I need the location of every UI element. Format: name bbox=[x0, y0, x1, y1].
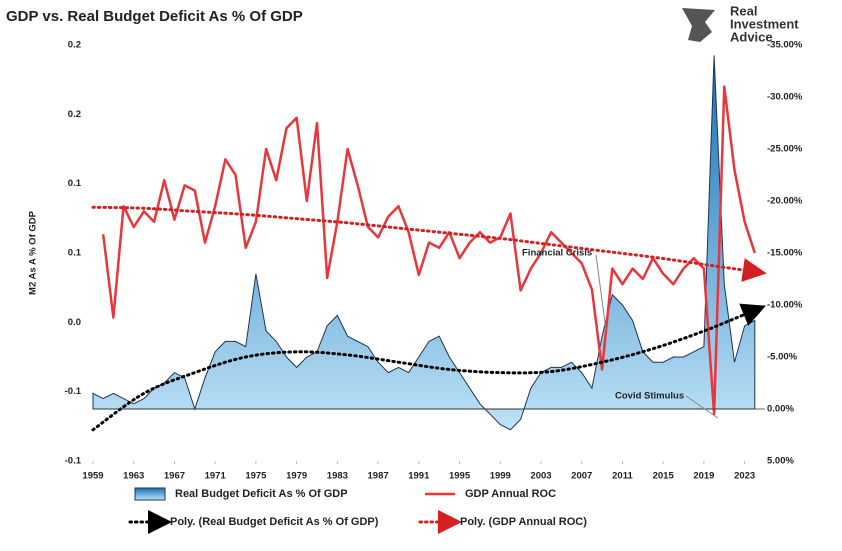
logo-icon bbox=[682, 8, 715, 42]
x-tick-label: 1959 bbox=[82, 471, 103, 482]
y2-tick-label: -20.00% bbox=[767, 196, 803, 207]
trend-line bbox=[91, 303, 766, 432]
annotation-leader bbox=[595, 254, 607, 331]
x-tick-label: 2023 bbox=[734, 471, 755, 482]
x-tick-label: 2019 bbox=[693, 471, 714, 482]
x-tick-label: 1995 bbox=[449, 471, 471, 482]
legend-label: Poly. (Real Budget Deficit As % Of GDP) bbox=[170, 516, 379, 528]
y-tick-label: 0.2 bbox=[68, 40, 81, 51]
y2-tick-label: -35.00% bbox=[767, 40, 803, 51]
x-tick-label: 1979 bbox=[286, 471, 307, 482]
x-tick-label: 2015 bbox=[653, 471, 675, 482]
trend-line bbox=[91, 205, 767, 282]
y2-tick-label: -5.00% bbox=[767, 352, 798, 363]
y-tick-label: 0.0 bbox=[68, 317, 81, 328]
y-tick-label: 0.1 bbox=[68, 178, 82, 189]
y-tick-label: -0.1 bbox=[65, 386, 82, 397]
y2-tick-label: -25.00% bbox=[767, 144, 803, 155]
area bbox=[92, 55, 756, 431]
annotation-leader bbox=[685, 395, 719, 419]
legend-label: Real Budget Deficit As % Of GDP bbox=[175, 488, 348, 500]
legend-swatch bbox=[134, 487, 166, 501]
legend-label: GDP Annual ROC bbox=[465, 488, 556, 500]
y-tick-label: 0.2 bbox=[68, 109, 81, 120]
y2-tick-label: -30.00% bbox=[767, 92, 803, 103]
annotation: Financial Crisis bbox=[522, 248, 592, 259]
logo-text: Investment bbox=[730, 16, 799, 31]
x-tick-label: 1999 bbox=[490, 471, 511, 482]
x-tick-label: 1991 bbox=[408, 471, 430, 482]
y-tick-label: 0.1 bbox=[68, 248, 82, 259]
x-tick-label: 1983 bbox=[327, 471, 348, 482]
chart-title: GDP vs. Real Budget Deficit As % Of GDP bbox=[6, 8, 303, 25]
x-tick-label: 2011 bbox=[612, 471, 633, 482]
y2-tick-label: -15.00% bbox=[767, 248, 803, 259]
x-tick-label: 1975 bbox=[245, 471, 267, 482]
x-tick-label: 1971 bbox=[205, 471, 227, 482]
x-tick-label: 1963 bbox=[123, 471, 144, 482]
y2-tick-label: 0.00% bbox=[767, 404, 794, 415]
logo-text: Real bbox=[730, 3, 757, 18]
y2-tick-label: -10.00% bbox=[767, 300, 803, 311]
x-tick-label: 1967 bbox=[164, 471, 185, 482]
x-tick-label: 2007 bbox=[571, 471, 592, 482]
y2-tick-label: 5.00% bbox=[767, 456, 794, 467]
logo-text: Advice bbox=[730, 29, 773, 44]
y-tick-label: -0.1 bbox=[65, 456, 82, 467]
line bbox=[101, 85, 757, 416]
y-axis-title: M2 As A % Of GDP bbox=[28, 210, 39, 295]
annotation: Covid Stimulus bbox=[615, 391, 684, 402]
x-tick-label: 2003 bbox=[530, 471, 551, 482]
x-tick-label: 1987 bbox=[368, 471, 389, 482]
legend-label: Poly. (GDP Annual ROC) bbox=[460, 516, 587, 528]
